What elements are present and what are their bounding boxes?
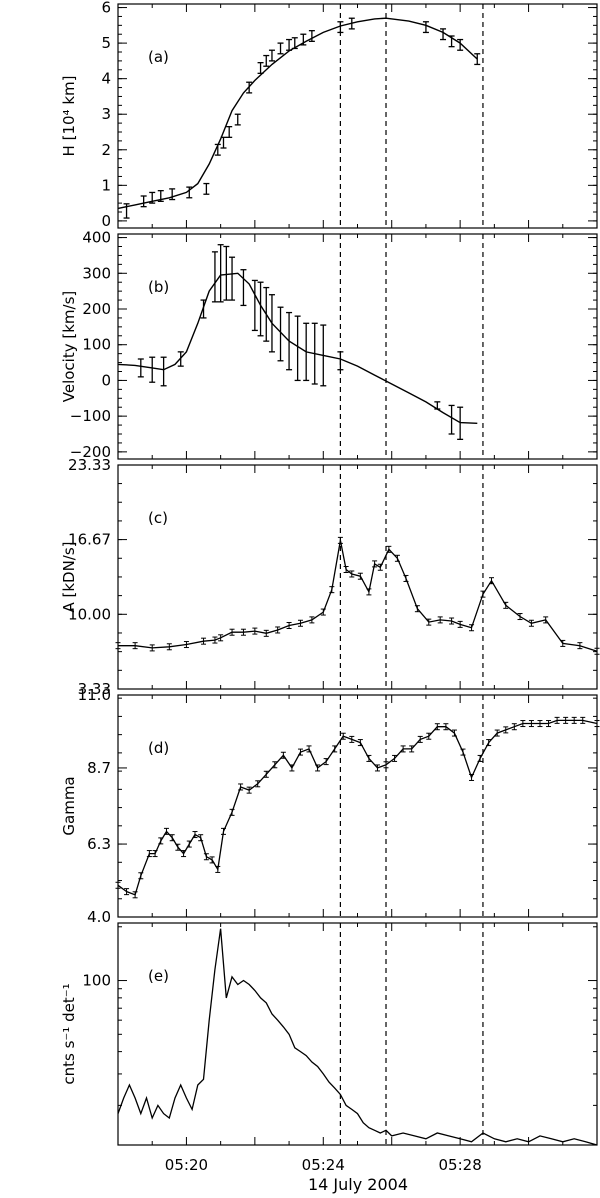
y-tick-label: 23.33 bbox=[68, 456, 111, 474]
y-axis-title: Velocity [km/s] bbox=[60, 291, 78, 402]
panel-1: 0 1 2 3 4 5 6 H [10⁴ km] (a) bbox=[60, 0, 598, 230]
y-axis-title: H [10⁴ km] bbox=[60, 76, 78, 157]
y-tick-label: −100 bbox=[70, 407, 111, 425]
x-tick-label: 05:20 bbox=[165, 1156, 208, 1174]
data-series-line bbox=[118, 540, 598, 652]
data-series-line bbox=[117, 719, 598, 896]
x-tick-label: 05:28 bbox=[439, 1156, 482, 1174]
y-tick-label: 11.0 bbox=[78, 686, 111, 704]
y-tick-label: 6.3 bbox=[87, 835, 111, 853]
y-axis-title: cnts s⁻¹ det⁻¹ bbox=[60, 983, 78, 1084]
y-tick-label: 0 bbox=[101, 371, 111, 389]
y-tick-label: 100 bbox=[82, 972, 111, 990]
y-tick-label: 4.0 bbox=[87, 908, 111, 926]
panel-label: (c) bbox=[148, 509, 168, 527]
y-axis-title: A [kDN/s] bbox=[60, 541, 78, 612]
y-axis-title: Gamma bbox=[60, 776, 78, 835]
y-tick-label: 4 bbox=[101, 70, 111, 88]
data-series-line bbox=[117, 928, 598, 1146]
panel-label: (a) bbox=[148, 48, 169, 66]
y-tick-label: 16.67 bbox=[68, 531, 111, 549]
panel-label: (b) bbox=[148, 278, 169, 296]
panel-label: (d) bbox=[148, 739, 169, 757]
y-tick-label: 200 bbox=[82, 300, 111, 318]
y-tick-label: −200 bbox=[70, 443, 111, 461]
y-tick-label: 100 bbox=[82, 336, 111, 354]
y-tick-label: 2 bbox=[101, 141, 111, 159]
plot-frame bbox=[117, 694, 598, 918]
x-tick-label: 05:24 bbox=[302, 1156, 345, 1174]
y-tick-label: 400 bbox=[82, 229, 111, 247]
shared-x-axis: 14 July 2004 05:20 05:24 05:28 bbox=[165, 1156, 482, 1194]
panel-4: 11.0 8.7 6.3 4.0 Gamma (d) bbox=[60, 686, 600, 926]
panels-layer: 0 1 2 3 4 5 6 H [10⁴ km] (a) 400 300 200 100 0 −100 −20… bbox=[60, 0, 600, 1146]
plot-frame bbox=[117, 922, 598, 1146]
y-tick-label: 8.7 bbox=[87, 759, 111, 777]
y-tick-label: 3.33 bbox=[78, 680, 111, 698]
y-tick-label: 3 bbox=[101, 105, 111, 123]
fit-curve bbox=[117, 17, 478, 210]
y-tick-label: 5 bbox=[101, 34, 111, 52]
panel-2: 400 300 200 100 0 −100 −200 Velocity [km/s] (b) bbox=[60, 229, 598, 461]
plot-frame bbox=[117, 233, 598, 460]
panel-3: 23.33 16.67 10.00 3.33 A [kDN/s] (c) bbox=[60, 456, 600, 698]
y-tick-label: 6 bbox=[101, 0, 111, 17]
plot-frame bbox=[117, 464, 598, 690]
y-tick-label: 300 bbox=[82, 264, 111, 282]
x-axis-title: 14 July 2004 bbox=[308, 1175, 408, 1194]
y-tick-label: 10.00 bbox=[68, 605, 111, 623]
y-tick-label: 0 bbox=[101, 212, 111, 230]
panel-label: (e) bbox=[148, 967, 169, 985]
y-tick-label: 1 bbox=[101, 176, 111, 194]
